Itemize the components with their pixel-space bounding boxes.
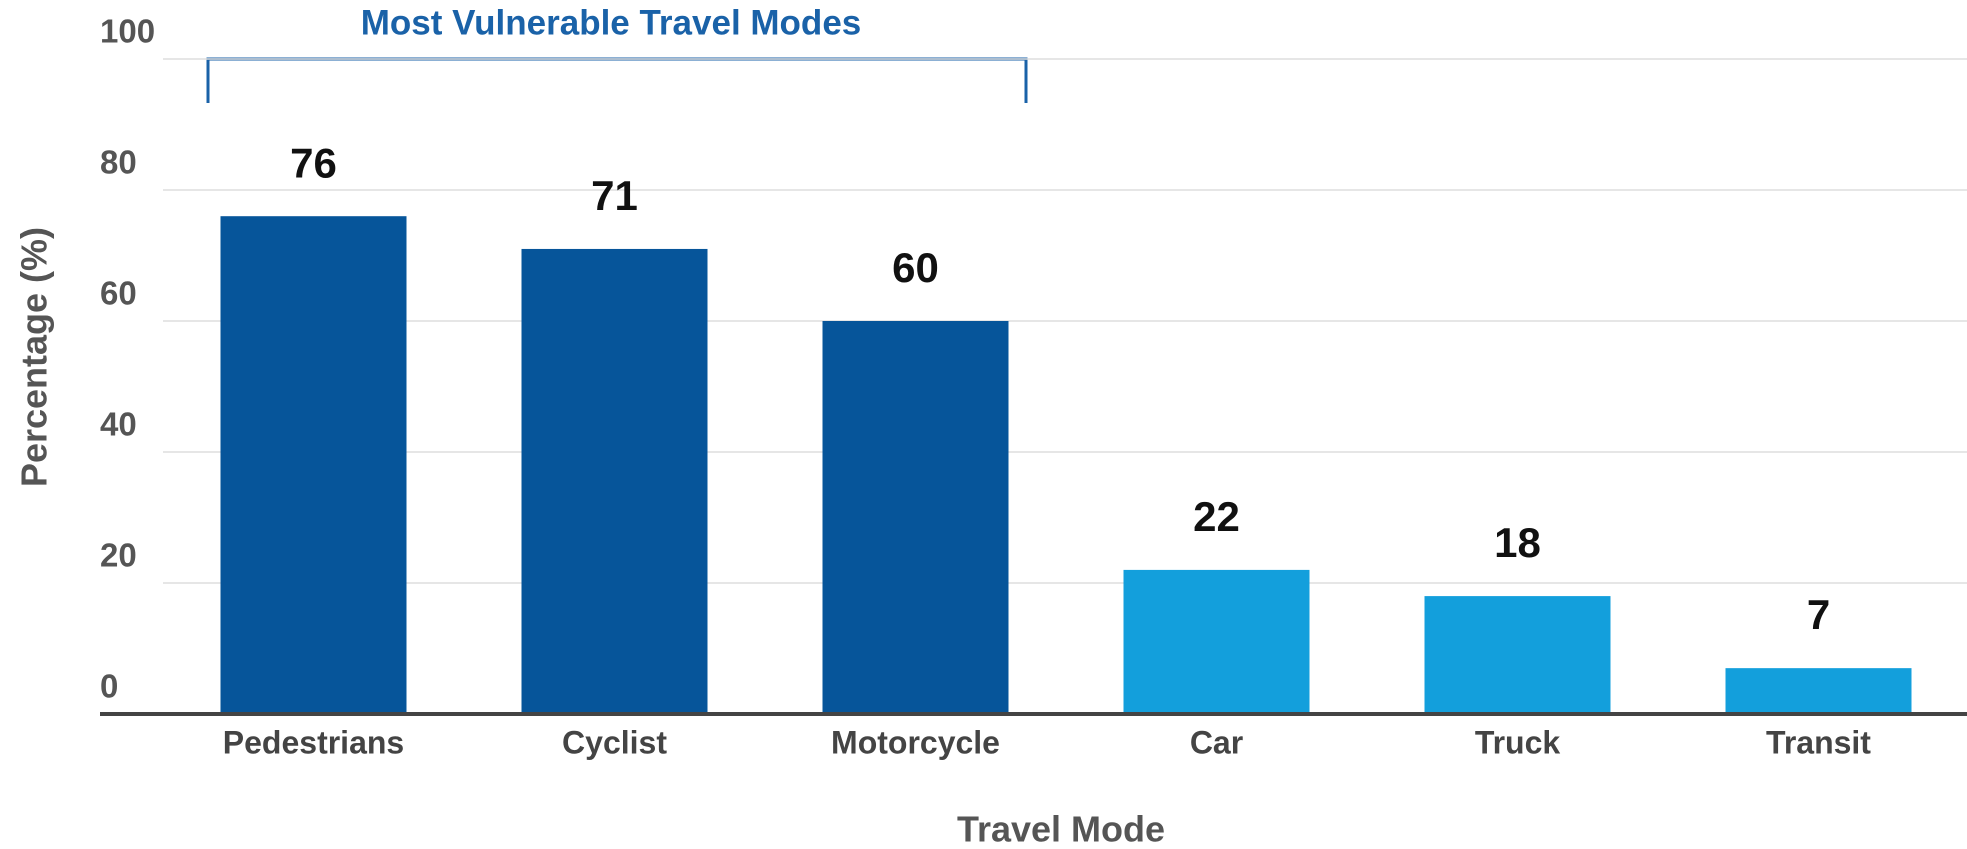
bar [1123,569,1310,714]
y-tick-label: 0 [100,668,118,705]
y-tick-label: 100 [100,13,155,50]
value-label: 76 [290,139,337,186]
value-label: 7 [1807,591,1830,638]
value-label: 18 [1494,519,1541,566]
bar [822,321,1009,714]
bracket [206,57,1028,103]
annotation: Most Vulnerable Travel Modes [361,3,862,42]
bar [1725,668,1912,714]
x-tick-label: Car [1190,724,1243,760]
y-tick-label: 80 [100,144,137,181]
x-tick-label: Cyclist [562,724,667,760]
x-tick-label: Truck [1475,724,1561,760]
y-axis-title: Percentage (%) [14,227,55,487]
x-tick-label: Motorcycle [831,724,1000,760]
value-label: 60 [892,244,939,291]
value-label: 22 [1193,493,1240,540]
value-label: 71 [591,172,638,219]
y-tick-label: 60 [100,275,137,312]
bar [1424,596,1611,714]
y-tick-label: 40 [100,406,137,443]
x-tick-label: Pedestrians [223,724,404,760]
y-tick-label: 20 [100,537,137,574]
bar [521,248,708,714]
x-tick-label: Transit [1766,724,1871,760]
x-axis-title: Travel Mode [957,809,1165,849]
bar [220,216,407,714]
